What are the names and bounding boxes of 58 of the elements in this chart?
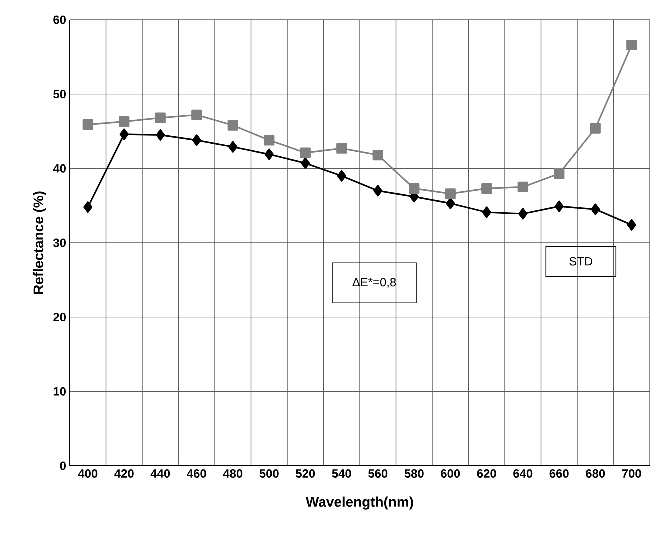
point: [336, 143, 348, 154]
x-tick-label: 600: [441, 470, 460, 478]
point: [228, 141, 238, 153]
point: [84, 202, 93, 214]
y-tick-label: 0: [60, 462, 66, 470]
point: [482, 206, 492, 218]
x-tick-label: 660: [550, 470, 569, 478]
point: [120, 128, 129, 140]
point: [627, 219, 636, 231]
point: [445, 188, 456, 200]
x-tick-label: 480: [223, 470, 243, 478]
point: [192, 110, 202, 120]
point: [591, 204, 600, 216]
x-tick-label: 580: [404, 470, 424, 478]
x-tick-label: 560: [368, 470, 388, 478]
point: [518, 208, 528, 220]
point: [372, 150, 384, 161]
y-axis-title: Reflectance (%): [33, 192, 46, 294]
point: [590, 123, 601, 134]
y-tick-label: 40: [53, 164, 66, 173]
point: [374, 185, 383, 197]
point: [409, 183, 420, 194]
x-tick-label: 680: [586, 470, 606, 478]
y-tick-label: 30: [53, 238, 66, 248]
point: [554, 200, 564, 212]
point: [482, 183, 492, 194]
point: [626, 40, 638, 51]
y-tick-label: 60: [54, 16, 66, 24]
point: [264, 135, 275, 146]
x-axis-title: Wavelength(nm): [306, 496, 414, 510]
point: [518, 182, 528, 193]
x-tick-label: 500: [260, 470, 279, 478]
point: [119, 116, 130, 128]
x-tick-label: 640: [514, 470, 533, 478]
x-tick-label: 460: [187, 470, 206, 478]
x-tick-label: 540: [332, 470, 352, 478]
x-tick-label: 520: [296, 470, 316, 478]
annotation: ΔE*=0,8: [352, 278, 396, 288]
point: [192, 134, 202, 146]
x-tick-label: 400: [78, 470, 98, 478]
point: [300, 148, 311, 158]
x-tick-label: 440: [150, 470, 170, 478]
point: [301, 158, 310, 170]
text: STD: [570, 257, 593, 266]
y-tick-label: 10: [54, 387, 66, 396]
point: [337, 170, 346, 182]
point: [264, 148, 274, 160]
point: [156, 129, 166, 142]
point: [82, 120, 94, 130]
x-tick-label: 700: [622, 470, 642, 478]
point: [228, 120, 238, 131]
x-tick-label: 420: [114, 470, 134, 478]
point: [554, 168, 565, 180]
x-tick-label: 620: [477, 470, 496, 478]
y-tick-label: 20: [54, 313, 66, 322]
point: [155, 112, 166, 124]
point: [446, 198, 456, 210]
y-tick-label: 50: [54, 90, 66, 99]
